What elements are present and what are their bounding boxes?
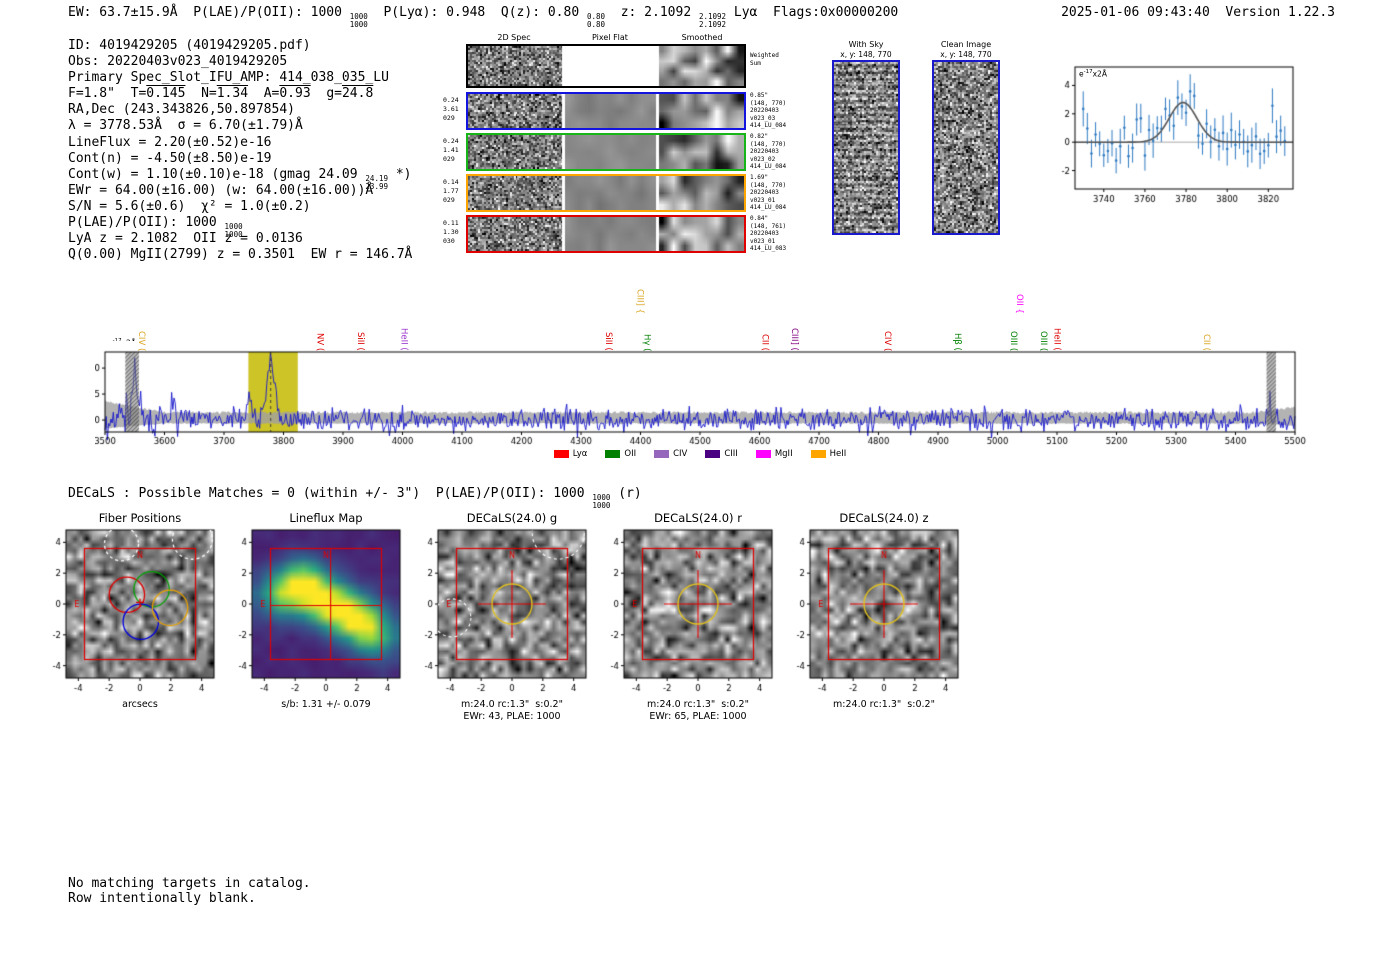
with-sky-coords: x, y: 148, 770 — [840, 50, 892, 59]
legend-label: Lyα — [572, 449, 588, 459]
cutout-panel-image — [212, 524, 412, 702]
cutout-panel-caption: arcsecs — [122, 699, 158, 710]
legend-label: CIII — [724, 449, 738, 459]
cutout-panel-image — [26, 524, 226, 702]
spec2d-row-left-labels: 0.11 1.30 030 — [443, 219, 459, 245]
legend-swatch — [755, 450, 771, 458]
cutout-panel-title: DECaLS(24.0) r — [654, 511, 742, 525]
spec2d-row-image — [468, 217, 744, 251]
emission-line-label: OII { — [1014, 294, 1025, 314]
info-line: Obs: 20220403v023_4019429205 — [68, 54, 288, 70]
legend-label: HeII — [829, 449, 847, 459]
spec2d-row-right-labels: 0.85" (148, 770) 20220403 v023_03 414_LU_084 — [750, 92, 787, 130]
spec2d-row-image — [468, 46, 744, 86]
cutout-panel-caption: s/b: 1.31 +/- 0.079 — [281, 699, 371, 710]
note-line: Row intentionally blank. — [68, 891, 256, 906]
legend-item: MgII — [755, 449, 793, 459]
spec2d-row-image — [468, 94, 744, 128]
info-line: Cont(n) = -4.50(±8.50)e-19 — [68, 150, 272, 166]
decals-match-line: DECaLS : Possible Matches = 0 (within +/… — [68, 486, 642, 510]
spec2d-row-right-labels: Weighted Sum — [750, 52, 779, 67]
spectrum-legend: Lyα OII CIV CIII MgII HeII — [105, 449, 1295, 459]
info-line: Primary Spec_Slot_IFU_AMP: 414_038_035_L… — [68, 70, 389, 86]
cutout-panel-image — [584, 524, 784, 702]
cutout-panel-title: DECaLS(24.0) g — [466, 511, 558, 525]
legend-swatch — [705, 450, 721, 458]
cutout-panel-caption2: EWr: 43, PLAE: 1000 — [463, 711, 561, 722]
cutout-panel-title: Lineflux Map — [289, 511, 363, 525]
header-datetime-version: 2025-01-06 09:43:40 Version 1.22.3 — [1061, 5, 1335, 20]
legend-item: CIII — [705, 449, 738, 459]
info-line: LyA z = 2.1082 OII z = 0.0136 — [68, 231, 303, 247]
cutout-panel-caption: m:24.0 rc:1.3" s:0.2" — [461, 699, 563, 710]
legend-item: Lyα — [553, 449, 588, 459]
info-line: ID: 4019429205 (4019429205.pdf) — [68, 38, 311, 53]
inset-scale-label: e-17x2Å — [1079, 69, 1107, 79]
cutout-panel-caption: m:24.0 rc:1.3" s:0.2" — [833, 699, 935, 710]
cutout-panel-title: Fiber Positions — [98, 511, 182, 525]
spec2d-col-title: 2D Spec — [497, 33, 531, 42]
spec2d-col-title: Smoothed — [681, 33, 723, 42]
clean-image-coords: x, y: 148, 770 — [940, 50, 992, 59]
cutout-panel-caption: m:24.0 rc:1.3" s:0.2" — [647, 699, 749, 710]
info-line: P(LAE)/P(OII): 1000 1000 1000 — [68, 215, 243, 239]
info-line: RA,Dec (243.343826,50.897854) — [68, 102, 295, 118]
info-line: Q(0.00) MgII(2799) z = 0.3501 EW r = 146… — [68, 247, 413, 263]
cutout-panel-title: DECaLS(24.0) z — [839, 511, 929, 525]
clean-image-title: Clean Image — [940, 40, 992, 49]
full-spectrum-plot — [95, 341, 1310, 451]
spec2d-row-left-labels: 0.24 3.61 029 — [443, 96, 459, 122]
spec2d-row-right-labels: 0.82" (148, 770) 20220403 v023_02 414_LU_084 — [750, 133, 787, 171]
spec2d-row-image — [468, 176, 744, 210]
spec2d-row-left-labels: 0.24 1.41 029 — [443, 137, 459, 163]
spec2d-row — [466, 215, 746, 253]
cutout-panel-image — [770, 524, 970, 702]
info-block: ID: 4019429205 (4019429205.pdf) Obs: 2022… — [68, 38, 412, 263]
spec2d-row — [466, 174, 746, 212]
info-line: EWr = 64.00(±16.00) (w: 64.00(±16.00))Å — [68, 182, 374, 198]
clean-image — [932, 60, 1000, 235]
legend-label: OII — [624, 449, 637, 459]
spec2d-row-image — [468, 135, 744, 169]
spec2d-row-right-labels: 1.69" (148, 770) 20220403 v023_01 414_LU_084 — [750, 174, 787, 212]
legend-item: HeII — [810, 449, 847, 459]
spec2d-col-title: Pixel Flat — [592, 33, 628, 42]
info-line: λ = 3778.53Å σ = 6.70(±1.79)Å — [68, 118, 303, 134]
legend-item: CIV — [654, 449, 687, 459]
line-fit-inset-plot — [1045, 57, 1300, 215]
header-summary: EW: 63.7±15.9Å P(LAE)/P(OII): 1000 1000 1… — [68, 5, 899, 29]
info-line: S/N = 5.6(±0.6) χ² = 1.0(±0.2) — [68, 198, 311, 214]
note-line: No matching targets in catalog. — [68, 876, 311, 891]
legend-swatch — [810, 450, 826, 458]
legend-swatch — [553, 450, 569, 458]
legend-label: MgII — [774, 449, 793, 459]
legend-swatch — [654, 450, 670, 458]
spec2d-row — [466, 92, 746, 130]
cutout-panel-image — [398, 524, 598, 702]
info-line: Cont(w) = 1.10(±0.10)e-18 (gmag 24.09 24… — [68, 166, 412, 191]
with-sky-title: With Sky — [848, 40, 884, 49]
legend-label: CIV — [673, 449, 688, 459]
spec2d-row-right-labels: 0.84" (148, 761) 20220403 v023_01 414_LU_083 — [750, 215, 787, 253]
info-line: LineFlux = 2.20(±0.52)e-16 — [68, 134, 272, 150]
legend-item: OII — [605, 449, 636, 459]
spec2d-row-left-labels: 0.14 1.77 029 — [443, 178, 459, 204]
legend-swatch — [605, 450, 621, 458]
spec2d-row — [466, 133, 746, 171]
spec2d-row — [466, 44, 746, 88]
emission-line-label: CIII] { — [634, 289, 645, 314]
cutout-panel-caption2: EWr: 65, PLAE: 1000 — [649, 711, 747, 722]
with-sky-image — [832, 60, 900, 235]
info-line: F=1.8" T=0.145 N=1.34 A=0.93 g=24.8 — [68, 86, 374, 102]
